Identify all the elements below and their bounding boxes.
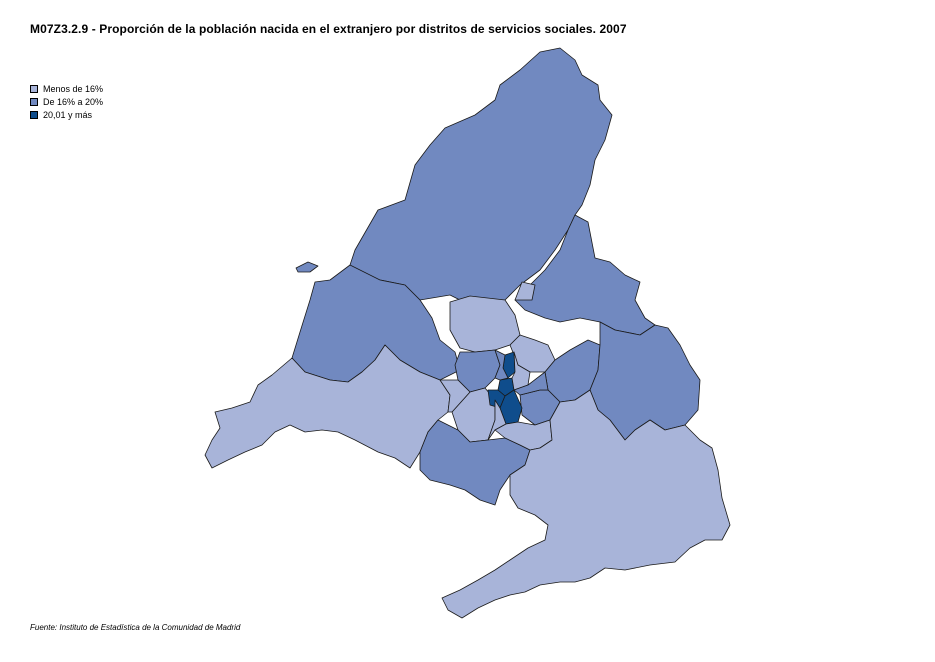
legend-swatch-high [30, 110, 38, 119]
legend-item-high: 20,01 y más [30, 108, 103, 121]
legend-label-high: 20,01 y más [43, 109, 93, 120]
legend: Menos de 16% De 16% a 20% 20,01 y más [30, 82, 103, 121]
legend-label-low: Menos de 16% [43, 83, 104, 94]
region-ne-small [514, 281, 536, 301]
region-southeast [441, 389, 731, 619]
legend-swatch-mid [30, 97, 38, 106]
legend-label-mid: De 16% a 20% [43, 96, 104, 107]
region-southwest [204, 344, 451, 469]
map-title: M07Z3.2.9 - Proporción de la población n… [30, 22, 627, 36]
region-central-west [454, 349, 501, 393]
region-core-ring-3 [513, 371, 549, 396]
legend-swatch-low [30, 84, 38, 93]
legend-item-low: Menos de 16% [30, 82, 103, 95]
source-note: Fuente: Instituto de Estadística de la C… [30, 623, 241, 632]
region-islet [295, 261, 319, 273]
region-north-central [449, 295, 521, 353]
legend-item-mid: De 16% a 20% [30, 95, 103, 108]
region-inner-west [439, 379, 471, 413]
region-core-ring-1 [494, 349, 509, 381]
